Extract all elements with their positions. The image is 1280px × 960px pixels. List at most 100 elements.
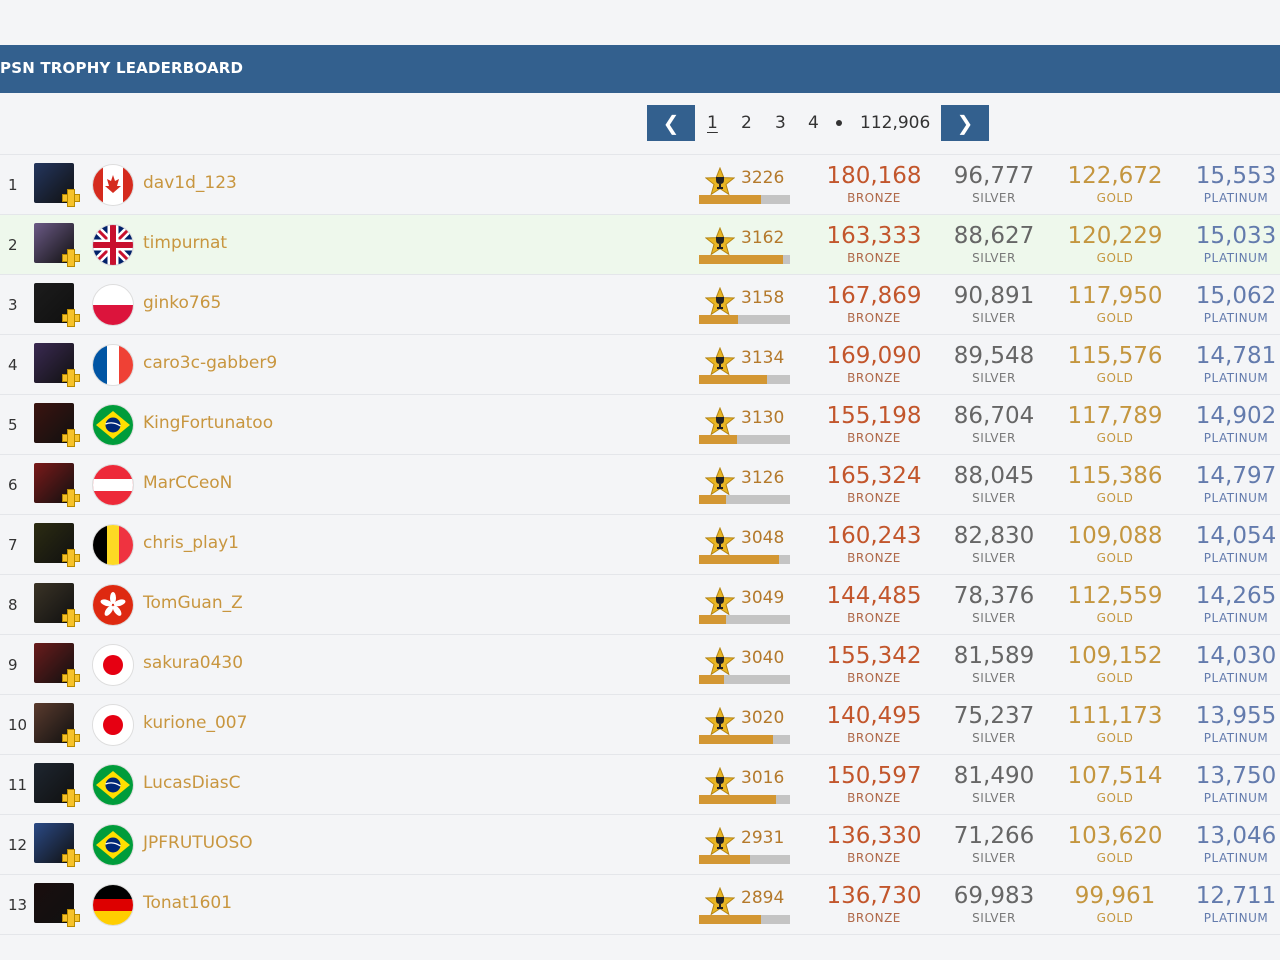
trophy-level-star-icon	[705, 767, 735, 796]
bronze-value: 160,243	[826, 523, 922, 549]
gold-count: 117,789 GOLD	[1055, 403, 1175, 445]
gold-label: GOLD	[1096, 911, 1134, 925]
silver-label: SILVER	[972, 311, 1016, 325]
silver-count: 88,045 SILVER	[934, 463, 1054, 505]
silver-label: SILVER	[972, 851, 1016, 865]
gold-value: 117,950	[1067, 283, 1163, 309]
player-name-link[interactable]: chris_play1	[143, 533, 239, 553]
level-progress-fill	[699, 615, 727, 624]
rank-number: 9	[8, 656, 18, 674]
prev-page-button[interactable]: ❮	[647, 105, 695, 141]
flag-brazil-icon	[92, 404, 134, 446]
gold-value: 122,672	[1067, 163, 1163, 189]
player-name-link[interactable]: caro3c-gabber9	[143, 353, 278, 373]
platinum-label: PLATINUM	[1203, 251, 1269, 265]
level-progress-bar	[699, 315, 790, 324]
player-name-link[interactable]: timpurnat	[143, 233, 228, 253]
player-name-link[interactable]: kurione_007	[143, 713, 248, 733]
flag-japan-icon	[92, 704, 134, 746]
gold-label: GOLD	[1096, 791, 1134, 805]
level-progress-bar	[699, 375, 790, 384]
bronze-count: 136,330 BRONZE	[814, 823, 934, 865]
player-name-link[interactable]: sakura0430	[143, 653, 244, 673]
table-row: 12 JPFRUTUOSO 2931 136,330 BRONZE 71,266…	[0, 815, 1280, 875]
player-name-link[interactable]: LucasDiasC	[143, 773, 241, 793]
platinum-value: 13,046	[1195, 823, 1277, 849]
level-progress-fill	[699, 855, 750, 864]
silver-label: SILVER	[972, 371, 1016, 385]
bronze-count: 155,342 BRONZE	[814, 643, 934, 685]
trophy-level-star-icon	[705, 347, 735, 376]
player-name-link[interactable]: MarCCeoN	[143, 473, 233, 493]
next-page-button[interactable]: ❯	[941, 105, 989, 141]
bronze-count: 136,730 BRONZE	[814, 883, 934, 925]
gold-label: GOLD	[1096, 551, 1134, 565]
bronze-value: 150,597	[826, 763, 922, 789]
level-progress-bar	[699, 495, 790, 504]
bronze-label: BRONZE	[847, 311, 901, 325]
page-link-last[interactable]: 112,906	[860, 113, 931, 133]
rank-number: 12	[8, 836, 28, 854]
platinum-value: 15,033	[1195, 223, 1277, 249]
silver-label: SILVER	[972, 191, 1016, 205]
silver-label: SILVER	[972, 671, 1016, 685]
player-name-link[interactable]: JPFRUTUOSO	[143, 833, 253, 853]
gold-count: 117,950 GOLD	[1055, 283, 1175, 325]
player-name-link[interactable]: KingFortunatoo	[143, 413, 274, 433]
player-name-link[interactable]: Tonat1601	[143, 893, 233, 913]
table-row: 11 LucasDiasC 3016 150,597 BRONZE 81,490…	[0, 755, 1280, 815]
gold-label: GOLD	[1096, 191, 1134, 205]
bronze-label: BRONZE	[847, 491, 901, 505]
page-link-2[interactable]: 2	[741, 113, 752, 133]
platinum-value: 15,062	[1195, 283, 1277, 309]
platinum-label: PLATINUM	[1203, 371, 1269, 385]
player-name-link[interactable]: dav1d_123	[143, 173, 237, 193]
bronze-value: 155,342	[826, 643, 922, 669]
gold-value: 99,961	[1074, 883, 1156, 909]
silver-count: 88,627 SILVER	[934, 223, 1054, 265]
page-link-3[interactable]: 3	[775, 113, 786, 133]
rank-number: 4	[8, 356, 18, 374]
platinum-label: PLATINUM	[1203, 491, 1269, 505]
bronze-count: 155,198 BRONZE	[814, 403, 934, 445]
bronze-count: 160,243 BRONZE	[814, 523, 934, 565]
gold-label: GOLD	[1096, 731, 1134, 745]
bronze-count: 169,090 BRONZE	[814, 343, 934, 385]
player-name-link[interactable]: TomGuan_Z	[143, 593, 243, 613]
silver-value: 81,490	[953, 763, 1035, 789]
table-row: 4 caro3c-gabber9 3134 169,090 BRONZE 89,…	[0, 335, 1280, 395]
trophy-level: 3126	[741, 468, 785, 488]
bronze-count: 144,485 BRONZE	[814, 583, 934, 625]
flag-belgium-icon	[92, 524, 134, 566]
player-name-link[interactable]: ginko765	[143, 293, 222, 313]
rank-number: 3	[8, 296, 18, 314]
trophy-level-star-icon	[705, 827, 735, 856]
bronze-count: 167,869 BRONZE	[814, 283, 934, 325]
silver-label: SILVER	[972, 611, 1016, 625]
level-progress-bar	[699, 675, 790, 684]
page-link-1[interactable]: 1	[707, 113, 718, 133]
trophy-level-star-icon	[705, 707, 735, 736]
bronze-label: BRONZE	[847, 911, 901, 925]
table-row: 1 dav1d_123 3226 180,168 BRONZE 96,777 S…	[0, 155, 1280, 215]
bronze-label: BRONZE	[847, 851, 901, 865]
level-progress-fill	[699, 915, 761, 924]
trophy-level-star-icon	[705, 587, 735, 616]
level-progress-bar	[699, 435, 790, 444]
silver-value: 88,627	[953, 223, 1035, 249]
gold-count: 115,576 GOLD	[1055, 343, 1175, 385]
level-progress-bar	[699, 915, 790, 924]
platinum-value: 12,711	[1195, 883, 1277, 909]
platinum-label: PLATINUM	[1203, 911, 1269, 925]
page-link-4[interactable]: 4	[808, 113, 819, 133]
platinum-count: 14,265 PLATINUM	[1176, 583, 1280, 625]
table-row: 6 MarCCeoN 3126 165,324 BRONZE 88,045 SI…	[0, 455, 1280, 515]
silver-label: SILVER	[972, 251, 1016, 265]
bronze-value: 140,495	[826, 703, 922, 729]
level-progress-fill	[699, 735, 773, 744]
platinum-count: 15,033 PLATINUM	[1176, 223, 1280, 265]
flag-japan-icon	[92, 644, 134, 686]
trophy-level: 3158	[741, 288, 785, 308]
level-progress-bar	[699, 195, 790, 204]
level-progress-fill	[699, 255, 783, 264]
